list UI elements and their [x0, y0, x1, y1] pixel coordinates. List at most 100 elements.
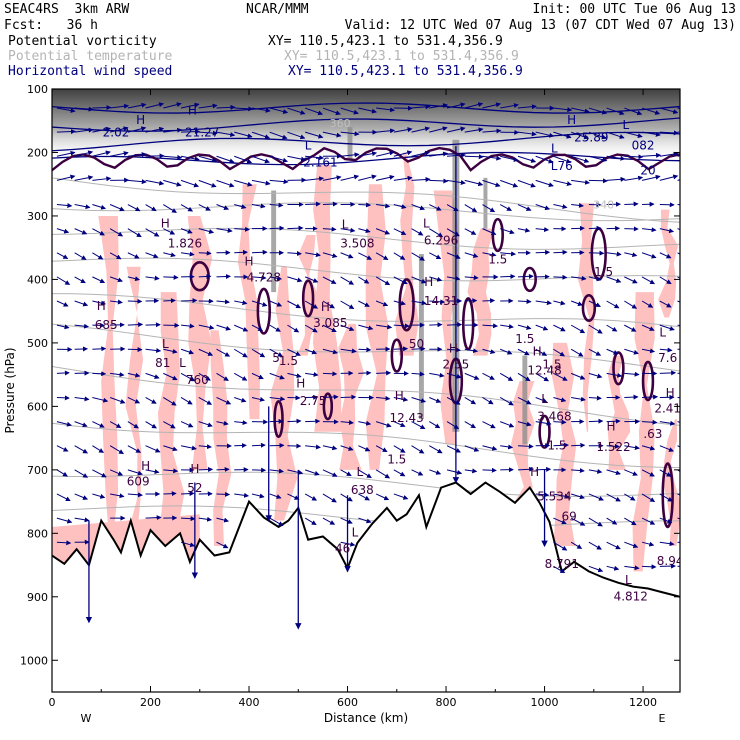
- wind-vector: [411, 421, 426, 430]
- y-tick-label: 500: [27, 337, 48, 350]
- model-label: SEAC4RS 3km ARW: [4, 2, 130, 17]
- wind-vector: [127, 492, 143, 498]
- wind-vector: [446, 372, 462, 379]
- wind-vector: [553, 397, 567, 403]
- pv-label: 6.296: [424, 234, 458, 248]
- pv-label: 2.55: [443, 357, 470, 371]
- wind-vector: [127, 421, 139, 429]
- wind-vector: [642, 564, 657, 570]
- wind-vector: [641, 517, 656, 525]
- wind-vector: [127, 252, 140, 259]
- init-time: Init: 00 UTC Tue 06 Aug 13: [532, 2, 737, 17]
- wind-vector: [447, 322, 463, 328]
- wind-vector: [411, 150, 431, 157]
- wind-vector: [517, 421, 532, 427]
- wind-vector: [287, 348, 301, 356]
- wind-vector: [322, 226, 337, 232]
- y-tick-label: 1000: [20, 654, 48, 667]
- wind-vector: [606, 418, 621, 424]
- wind-label: 082: [632, 138, 655, 152]
- wind-vector: [482, 467, 497, 473]
- wind-vector: [198, 179, 217, 188]
- wind-vector: [56, 300, 69, 307]
- wind-vector: [145, 275, 160, 281]
- wind-vector: [641, 324, 655, 331]
- wind-label: L: [622, 118, 629, 132]
- wind-vector: [570, 493, 585, 500]
- wind-vector: [624, 154, 644, 160]
- wind-vector: [322, 175, 342, 181]
- wind-vector: [446, 469, 463, 475]
- wind-vector: [375, 300, 389, 307]
- wind-vector: [234, 300, 248, 306]
- pv-label: 1.5: [279, 354, 298, 368]
- wind-label: H: [188, 103, 197, 117]
- wind-vector: [287, 324, 300, 333]
- pv-label: 5.534: [537, 489, 571, 503]
- wind-vector: [411, 346, 426, 352]
- wind-vector: [163, 421, 176, 429]
- pv-label: L: [179, 356, 186, 370]
- wind-vector: [624, 445, 640, 451]
- pv-label: 1.522: [596, 440, 630, 454]
- wind-vector: [181, 491, 195, 497]
- wind-vector: [145, 421, 157, 429]
- wind-vector: [340, 493, 353, 502]
- below-ground-mask: [52, 482, 680, 692]
- wind-vector: [163, 468, 179, 474]
- wind-vector: [464, 204, 478, 213]
- x-tick-label: 1200: [629, 696, 657, 709]
- wind-vector: [110, 299, 123, 305]
- pv-label: L: [356, 465, 363, 479]
- wind-vector: [56, 469, 68, 477]
- y-tick-label: 200: [27, 146, 48, 159]
- wind-vector: [163, 445, 178, 452]
- pv-shading-3: [157, 292, 185, 534]
- wind-vector: [411, 469, 424, 476]
- pv-label: 8.791: [545, 557, 579, 571]
- wind-vector: [464, 421, 477, 429]
- wind-vector: [304, 276, 319, 283]
- wind-vector: [163, 204, 177, 213]
- wind-vector: [233, 348, 248, 358]
- theta-label: 340: [593, 198, 614, 211]
- wind-vector: [322, 394, 339, 400]
- wind-vector: [56, 203, 73, 209]
- pv-label: H: [161, 216, 170, 230]
- wind-vector: [198, 250, 212, 256]
- wind-vector: [411, 397, 427, 403]
- wind-vector: [446, 275, 461, 281]
- wind-vector: [233, 372, 248, 381]
- wind-vector: [109, 204, 125, 212]
- wind-vector: [145, 469, 160, 475]
- wind-vector: [464, 397, 477, 405]
- wind-vector: [180, 323, 195, 329]
- wind-vector: [358, 347, 372, 353]
- wind-vector: [322, 493, 337, 503]
- pv-label: 2.41: [654, 402, 681, 416]
- pv-label: 52: [187, 481, 202, 495]
- wind-vector: [659, 517, 673, 524]
- wind-vector: [464, 372, 480, 380]
- wind-vector: [482, 228, 497, 236]
- wind-vector: [624, 107, 643, 116]
- wind-vector: [358, 202, 372, 208]
- wind-vector: [145, 179, 165, 186]
- wind-vector: [429, 421, 441, 429]
- wind-vector: [180, 541, 196, 548]
- wind-vector: [429, 276, 443, 282]
- wind-vector: [145, 347, 162, 353]
- wind-vector: [340, 131, 360, 137]
- wind-vector: [446, 126, 466, 133]
- wind-vector: [358, 324, 374, 331]
- pv-label: H: [607, 419, 616, 433]
- wind-vector: [56, 445, 69, 452]
- pv-label: 12.43: [389, 411, 423, 425]
- wind-vector: [287, 131, 306, 140]
- wind-vector: [127, 126, 147, 133]
- wind-vector: [677, 445, 680, 448]
- wind-vector: [358, 493, 370, 501]
- wind-vector: [358, 300, 370, 307]
- wind-vector: [571, 275, 587, 281]
- y-tick-label: 800: [27, 527, 48, 540]
